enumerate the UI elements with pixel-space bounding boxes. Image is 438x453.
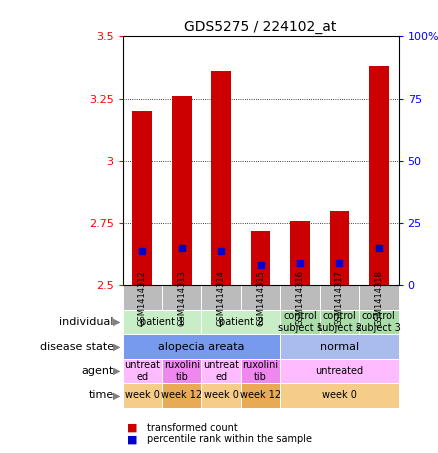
- Text: control
subject 3: control subject 3: [357, 311, 401, 333]
- Text: GSM1414313: GSM1414313: [177, 270, 186, 326]
- Text: alopecia areata: alopecia areata: [158, 342, 245, 352]
- Bar: [162, 383, 201, 408]
- Bar: [359, 285, 399, 310]
- Text: week 0: week 0: [322, 390, 357, 400]
- Text: ■: ■: [127, 423, 138, 433]
- Bar: [241, 383, 280, 408]
- Bar: [172, 96, 192, 285]
- Text: patient 2: patient 2: [219, 317, 263, 327]
- Bar: [123, 334, 280, 359]
- Text: untreat
ed: untreat ed: [203, 360, 239, 382]
- Bar: [162, 359, 201, 383]
- Bar: [241, 285, 280, 310]
- Bar: [201, 310, 280, 334]
- Bar: [241, 359, 280, 383]
- Text: ▶: ▶: [113, 342, 120, 352]
- Text: transformed count: transformed count: [147, 423, 237, 433]
- Text: week 12: week 12: [240, 390, 281, 400]
- Text: GSM1414315: GSM1414315: [256, 270, 265, 326]
- Bar: [329, 211, 349, 285]
- Text: individual: individual: [60, 317, 114, 327]
- Bar: [290, 221, 310, 285]
- Bar: [320, 285, 359, 310]
- Text: GSM1414314: GSM1414314: [217, 270, 226, 326]
- Bar: [280, 359, 399, 383]
- Text: patient 1: patient 1: [140, 317, 184, 327]
- Bar: [133, 111, 152, 285]
- Text: ▶: ▶: [113, 366, 120, 376]
- Text: time: time: [88, 390, 114, 400]
- Text: week 0: week 0: [125, 390, 160, 400]
- Title: GDS5275 / 224102_at: GDS5275 / 224102_at: [184, 20, 337, 34]
- Text: GSM1414317: GSM1414317: [335, 270, 344, 326]
- Text: control
subject 2: control subject 2: [317, 311, 362, 333]
- Text: untreated: untreated: [315, 366, 364, 376]
- Text: week 12: week 12: [161, 390, 202, 400]
- Bar: [123, 285, 162, 310]
- Text: percentile rank within the sample: percentile rank within the sample: [147, 434, 312, 444]
- Text: agent: agent: [81, 366, 114, 376]
- Bar: [359, 310, 399, 334]
- Text: ruxolini
tib: ruxolini tib: [164, 360, 200, 382]
- Text: week 0: week 0: [204, 390, 239, 400]
- Bar: [251, 231, 270, 285]
- Text: GSM1414316: GSM1414316: [296, 270, 304, 326]
- Bar: [280, 285, 320, 310]
- Bar: [201, 383, 241, 408]
- Bar: [123, 310, 201, 334]
- Bar: [211, 71, 231, 285]
- Bar: [201, 285, 241, 310]
- Bar: [280, 383, 399, 408]
- Bar: [280, 310, 320, 334]
- Bar: [320, 310, 359, 334]
- Text: ▶: ▶: [113, 390, 120, 400]
- Text: untreat
ed: untreat ed: [124, 360, 160, 382]
- Text: GSM1414312: GSM1414312: [138, 270, 147, 326]
- Text: ▶: ▶: [113, 317, 120, 327]
- Text: control
subject 1: control subject 1: [278, 311, 322, 333]
- Bar: [123, 383, 162, 408]
- Text: ■: ■: [127, 434, 138, 444]
- Text: ruxolini
tib: ruxolini tib: [243, 360, 279, 382]
- Bar: [280, 334, 399, 359]
- Text: disease state: disease state: [40, 342, 114, 352]
- Bar: [162, 285, 201, 310]
- Bar: [123, 359, 162, 383]
- Bar: [369, 66, 389, 285]
- Bar: [201, 359, 241, 383]
- Text: normal: normal: [320, 342, 359, 352]
- Text: GSM1414318: GSM1414318: [374, 270, 383, 326]
